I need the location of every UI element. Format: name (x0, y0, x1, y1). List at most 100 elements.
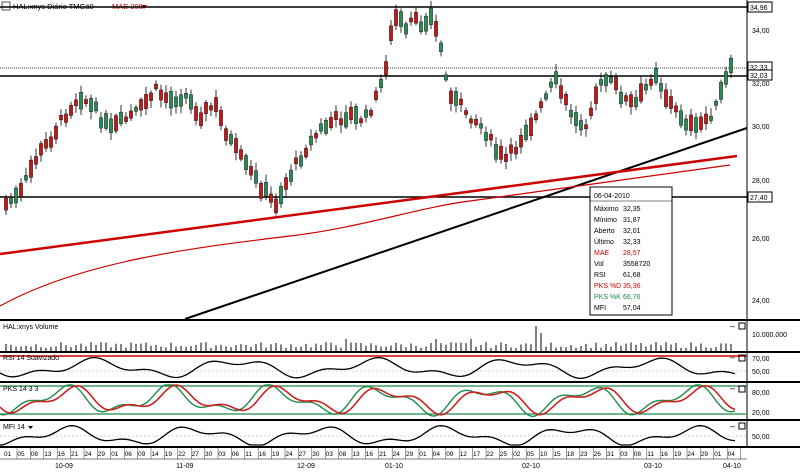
candle-body (364, 109, 368, 118)
candle-body (694, 117, 698, 133)
mfi-line[interactable] (0, 425, 736, 446)
mfi-minimize-icon[interactable]: – (730, 421, 735, 431)
candle-body (114, 115, 118, 132)
candle-body (94, 101, 98, 112)
x-tick-day: 21 (379, 451, 387, 458)
candle-body (409, 17, 413, 23)
candle-body (384, 61, 388, 76)
x-tick-month: 12-09 (297, 463, 315, 470)
pks-panel: PKS 14 3 3 80,00 20,00 – (0, 383, 800, 419)
candle-body (619, 91, 623, 105)
candle-body (584, 124, 588, 130)
info-box: 06-04-2010 Máximo 32,35 Mínimo 31,87 Aberto 3… (589, 186, 673, 316)
candle-body (414, 12, 418, 24)
price-tags: 34,96 32,33 32,03 27,40 (747, 1, 773, 203)
x-tick-day: 16 (259, 451, 267, 458)
x-tick-day: 03 (218, 451, 226, 458)
candle-body (144, 94, 148, 109)
panel-menu-icon[interactable] (1, 1, 11, 11)
info-value: 32,33 (623, 239, 641, 246)
candle-body (149, 92, 153, 101)
mfi-dropdown-icon[interactable] (28, 426, 33, 429)
candle-body (49, 136, 53, 148)
candle-body (64, 113, 68, 123)
candle-body (69, 105, 73, 116)
info-value: 28,57 (623, 250, 641, 257)
x-tick-day: 29 (701, 451, 709, 458)
x-tick-day: 01 (4, 451, 12, 458)
candle-body (159, 89, 163, 101)
candle-body (134, 107, 138, 112)
x-tick-day: 09 (446, 451, 454, 458)
candle-body (214, 97, 218, 113)
candle-body (39, 143, 43, 156)
candle-body (699, 116, 703, 130)
trend-line[interactable] (184, 127, 748, 320)
x-axis-months: 10-09 11-09 12-09 01-10 02-10 03-10 04-10 (55, 463, 741, 470)
candle-body (624, 95, 628, 102)
volume-bars[interactable] (5, 326, 732, 351)
x-tick-day: 08 (339, 451, 347, 458)
x-tick-day: 24 (393, 451, 401, 458)
candle-body (284, 177, 288, 190)
y-tick-24: 24,00 (752, 298, 770, 305)
candle-body (499, 145, 503, 160)
info-value: 66,76 (623, 294, 641, 301)
mfi-close-icon[interactable] (738, 422, 746, 430)
rsi-close-icon[interactable] (738, 354, 746, 362)
candle-body (44, 139, 48, 149)
rsi-minimize-icon[interactable]: – (730, 352, 735, 362)
candle-body (659, 83, 663, 92)
candle-body (359, 118, 363, 124)
pks-minimize-icon[interactable]: – (730, 383, 735, 393)
x-tick-day: 02 (513, 451, 521, 458)
candle-body (714, 101, 718, 106)
candle-body (204, 102, 208, 114)
price-tag-32-03: 32,03 (750, 73, 768, 80)
candle-body (299, 155, 303, 167)
candle-body (429, 7, 433, 25)
candle-body (304, 147, 308, 158)
candle-body (24, 175, 28, 181)
mae-line[interactable] (0, 164, 731, 307)
red-trend-line[interactable] (0, 154, 738, 256)
candle-body (599, 79, 603, 86)
pks-k-line[interactable] (0, 384, 736, 418)
rsi-level-50: 50,00 (752, 369, 770, 376)
candle-body (314, 133, 318, 139)
x-tick-day: 19 (165, 451, 173, 458)
candle-body (509, 144, 513, 154)
x-tick-day: 01 (111, 451, 119, 458)
volume-close-icon[interactable] (738, 322, 746, 330)
x-tick-month: 03-10 (644, 463, 662, 470)
pks-d-line[interactable] (0, 384, 736, 416)
candle-body (664, 89, 668, 107)
candle-body (19, 183, 23, 197)
candle-body (609, 76, 613, 83)
candle-body (29, 159, 33, 178)
candle-body (644, 84, 648, 91)
x-tick-day: 23 (580, 451, 588, 458)
candle-body (449, 90, 453, 104)
x-tick-day: 30 (312, 451, 320, 458)
x-tick-day: 19 (674, 451, 682, 458)
volume-minimize-icon[interactable]: – (730, 321, 735, 331)
candle-body (504, 153, 508, 162)
pks-close-icon[interactable] (738, 385, 746, 393)
candles-group[interactable] (4, 0, 733, 216)
candle-body (654, 67, 658, 84)
candle-body (484, 132, 488, 141)
info-label: Mínimo (594, 217, 617, 224)
info-label: Aberto (594, 228, 615, 235)
candle-body (539, 101, 543, 108)
candle-body (259, 182, 263, 199)
x-tick-day: 26 (594, 451, 602, 458)
info-value: 57,04 (623, 305, 641, 312)
rsi-line[interactable] (0, 356, 736, 379)
y-tick-32: 32,00 (752, 81, 770, 88)
candle-body (339, 118, 343, 126)
mfi-panel-title: MFI 14 (3, 424, 25, 431)
x-tick-month: 10-09 (55, 463, 73, 470)
candle-body (224, 128, 228, 141)
